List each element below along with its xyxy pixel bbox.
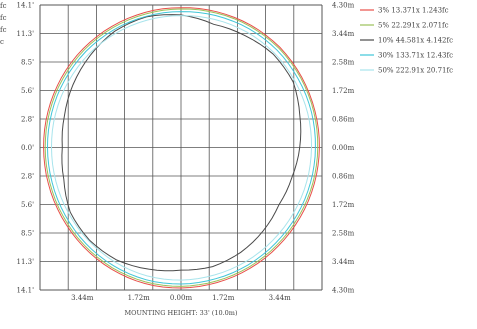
legend-entry: 50% 222.91x 20.71fc: [378, 67, 453, 75]
chart-series: [43, 7, 320, 289]
bottom-tick-label: 3.44m: [71, 294, 94, 302]
left-tick-label: 5.6': [21, 201, 34, 209]
right-tick-label: 0.00m: [332, 144, 355, 152]
bottom-tick-label: 1.72m: [212, 294, 235, 302]
cropped-label: c: [0, 38, 4, 46]
right-tick-label: 0.86m: [332, 116, 355, 124]
left-tick-label: 5.6': [21, 87, 34, 95]
right-tick-label: 0.86m: [332, 173, 355, 181]
left-tick-label: 2.8': [21, 116, 34, 124]
chart-ticks: 14.1' 11.3' 8.5' 5.6' 2.8' 0.0' 2.8' 5.6' 8.5' 11…: [0, 2, 355, 303]
left-tick-label: 11.3': [16, 258, 34, 266]
chart-legend: 3% 13.371x 1.243fc 5% 22.291x 2.071fc 10% …: [360, 7, 453, 75]
left-tick-label: 8.5': [21, 230, 34, 238]
cropped-label: fc: [0, 14, 7, 22]
series-line: [50, 15, 313, 281]
right-tick-label: 4.30m: [332, 287, 355, 295]
cropped-label: fc: [0, 26, 7, 34]
x-axis-label: MOUNTING HEIGHT: 33' (10.0m): [124, 309, 237, 317]
bottom-tick-label: 0.00m: [170, 294, 193, 302]
right-tick-label: 3.44m: [332, 30, 355, 38]
right-tick-label: 1.72m: [332, 87, 355, 95]
bottom-tick-label: 1.72m: [128, 294, 151, 302]
left-tick-label: 11.3': [16, 30, 34, 38]
left-tick-label: 0.0': [21, 144, 34, 152]
bottom-tick-label: 3.44m: [269, 294, 292, 302]
left-tick-label: 14.1': [16, 287, 34, 295]
series-line: [43, 7, 320, 289]
left-tick-label: 2.8': [21, 173, 34, 181]
left-tick-label: 14.1': [16, 2, 34, 10]
right-tick-label: 4.30m: [332, 2, 355, 10]
left-tick-label: 8.5': [21, 59, 34, 67]
right-tick-label: 1.72m: [332, 201, 355, 209]
right-tick-label: 2.58m: [332, 230, 355, 238]
legend-entry: 10% 44.581x 4.142fc: [378, 37, 453, 45]
series-line: [44, 8, 319, 287]
cropped-label: fc: [0, 2, 7, 10]
legend-entry: 3% 13.371x 1.243fc: [378, 7, 449, 15]
right-tick-label: 3.44m: [332, 258, 355, 266]
legend-entry: 30% 133.71x 12.43fc: [378, 52, 453, 60]
legend-entry: 5% 22.291x 2.071fc: [378, 22, 449, 30]
series-line: [61, 14, 302, 272]
series-line: [46, 11, 316, 285]
chart-grid: [39, 4, 323, 291]
right-tick-label: 2.58m: [332, 59, 355, 67]
